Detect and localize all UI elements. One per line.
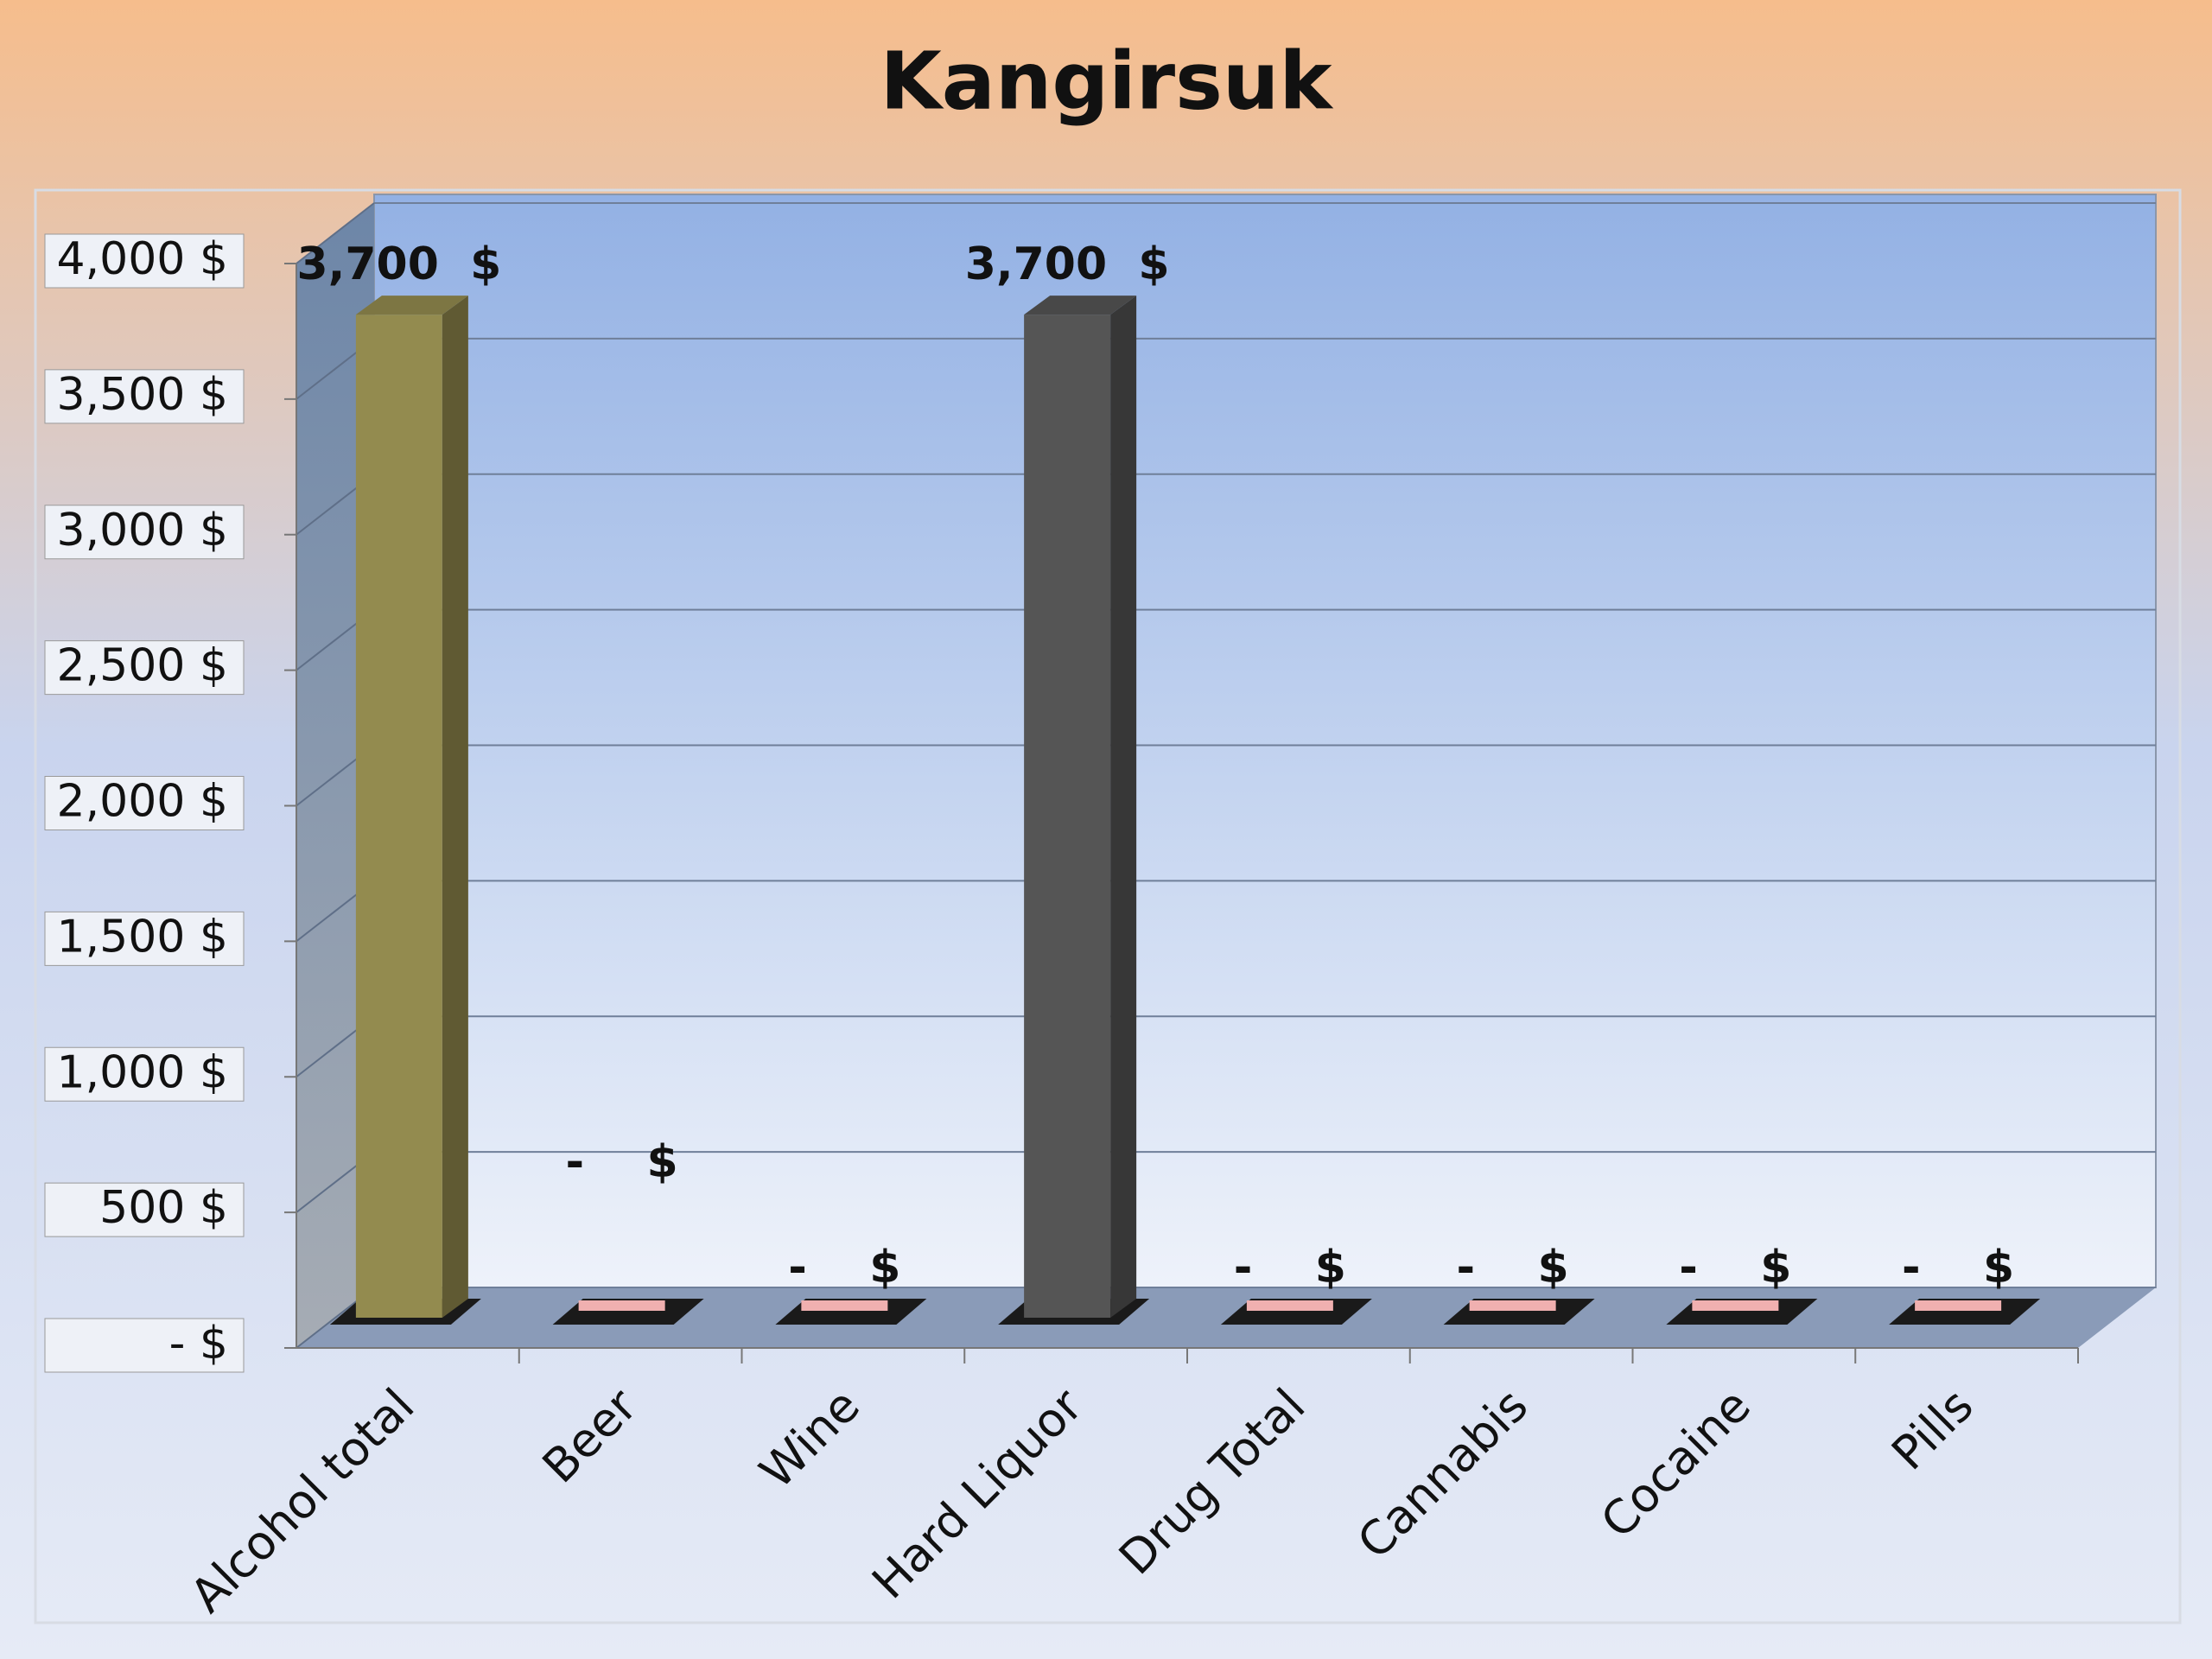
floor bbox=[296, 1287, 2156, 1348]
plot-frame bbox=[34, 188, 2182, 1624]
data-label: - $ bbox=[1902, 1242, 2014, 1294]
y-tick-box bbox=[44, 1318, 245, 1373]
bar-top bbox=[355, 296, 468, 315]
data-label: 3,700 $ bbox=[296, 238, 501, 290]
bar bbox=[1915, 1300, 2002, 1311]
y-tick-label: 3,000 $ bbox=[57, 505, 228, 556]
y-tick-box bbox=[44, 911, 245, 966]
bar-side bbox=[1110, 296, 1137, 1318]
y-tick-box bbox=[44, 233, 245, 289]
y-tick-label: 3,500 $ bbox=[57, 369, 228, 421]
y-tick-label: 1,500 $ bbox=[57, 911, 228, 963]
y-tick-label: 1,000 $ bbox=[57, 1046, 228, 1098]
chart-title: Kangirsuk bbox=[880, 35, 1333, 127]
back-wall bbox=[373, 194, 2157, 1288]
y-tick-label: 500 $ bbox=[99, 1182, 228, 1234]
y-tick-box bbox=[44, 776, 245, 830]
bar bbox=[1692, 1300, 1779, 1311]
y-tick-box bbox=[44, 1182, 245, 1237]
grid-line-side bbox=[296, 202, 375, 264]
bar bbox=[1469, 1300, 1556, 1311]
y-tick-label: - $ bbox=[169, 1318, 228, 1370]
y-tick-box bbox=[44, 369, 245, 424]
y-tick-box bbox=[44, 1046, 245, 1102]
data-label: - $ bbox=[1457, 1242, 1569, 1294]
data-label: - $ bbox=[1234, 1242, 1346, 1294]
y-tick-box bbox=[44, 505, 245, 560]
y-tick-label: 2,000 $ bbox=[57, 776, 228, 828]
bar bbox=[1246, 1300, 1333, 1311]
y-tick-label: 4,000 $ bbox=[57, 233, 228, 285]
data-label: - $ bbox=[788, 1242, 900, 1294]
bar bbox=[1024, 315, 1111, 1318]
bar bbox=[801, 1300, 888, 1311]
bar bbox=[355, 315, 442, 1318]
y-tick-label: 2,500 $ bbox=[57, 640, 228, 692]
data-label: 3,700 $ bbox=[965, 238, 1170, 290]
bar-top bbox=[1024, 296, 1137, 315]
y-tick-box bbox=[44, 640, 245, 696]
bar-side bbox=[442, 296, 468, 1318]
data-label: - $ bbox=[566, 1136, 678, 1188]
data-label: - $ bbox=[1679, 1242, 1791, 1294]
bar bbox=[578, 1300, 665, 1311]
